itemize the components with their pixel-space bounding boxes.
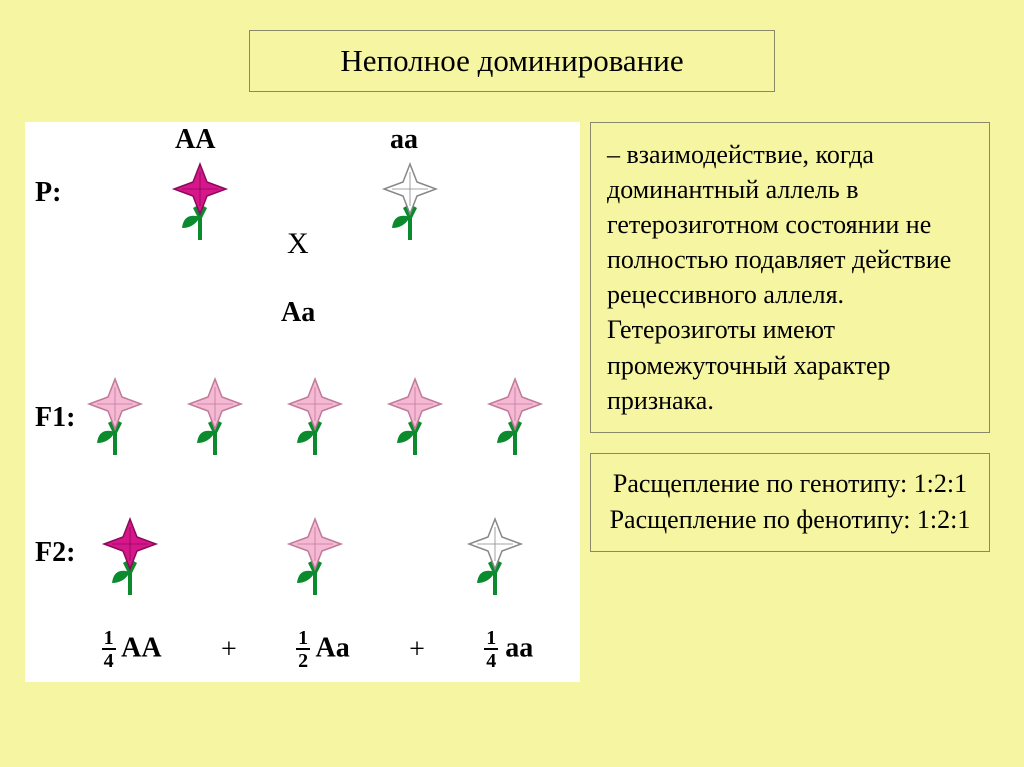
right-column: – взаимодействие, когда доминантный алле… bbox=[590, 122, 990, 682]
flower-white bbox=[380, 162, 440, 242]
flower-white bbox=[465, 517, 525, 597]
flower-pink bbox=[385, 377, 445, 457]
flower-pink bbox=[485, 377, 545, 457]
fraction-term: 12 Aa bbox=[296, 628, 350, 672]
label-f1: F1: bbox=[35, 402, 75, 434]
fraction-term: 14 AA bbox=[102, 628, 162, 672]
content-row: P: F1: F2: AA aa X Aa 14 AA +12 Aa +14 aa bbox=[20, 122, 1004, 682]
slide: Неполное доминирование P: F1: F2: AA aa … bbox=[0, 0, 1024, 767]
label-p: P: bbox=[35, 177, 61, 209]
definition-box: – взаимодействие, когда доминантный алле… bbox=[590, 122, 990, 433]
fraction-row: 14 AA +12 Aa +14 aa bbox=[75, 628, 560, 672]
ratio-box: Расщепление по генотипу: 1:2:1 Расщеплен… bbox=[590, 453, 990, 552]
plus-sign: + bbox=[409, 634, 425, 666]
genotype-f1: Aa bbox=[281, 297, 315, 329]
fraction-term: 14 aa bbox=[484, 628, 533, 672]
title-box: Неполное доминирование bbox=[249, 30, 774, 92]
definition-text: – взаимодействие, когда доминантный алле… bbox=[607, 140, 951, 415]
label-f2: F2: bbox=[35, 537, 75, 569]
flower-pink bbox=[285, 377, 345, 457]
genotype-aa: aa bbox=[390, 124, 418, 156]
flower-pink bbox=[185, 377, 245, 457]
flower-pink bbox=[285, 517, 345, 597]
ratio-phenotype: Расщепление по фенотипу: 1:2:1 bbox=[607, 502, 973, 538]
flower-red bbox=[170, 162, 230, 242]
ratio-genotype: Расщепление по генотипу: 1:2:1 bbox=[607, 466, 973, 502]
flower-red bbox=[100, 517, 160, 597]
plus-sign: + bbox=[221, 634, 237, 666]
cross-symbol: X bbox=[287, 227, 309, 261]
flower-pink bbox=[85, 377, 145, 457]
title-text: Неполное доминирование bbox=[340, 43, 683, 78]
genetics-diagram: P: F1: F2: AA aa X Aa 14 AA +12 Aa +14 aa bbox=[25, 122, 580, 682]
genotype-AA: AA bbox=[175, 124, 215, 156]
